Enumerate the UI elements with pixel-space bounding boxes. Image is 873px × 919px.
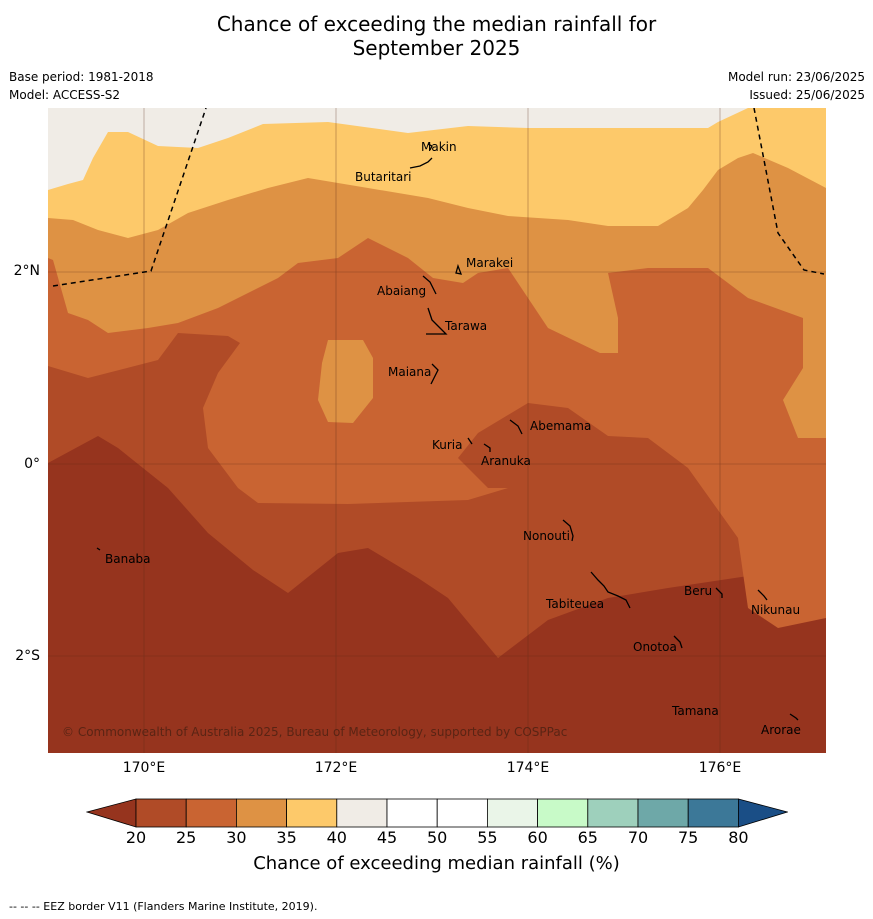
place-butaritari: Butaritari (355, 170, 412, 184)
colorbar-swatch (687, 798, 739, 828)
lon-label-170e: 170°E (122, 760, 166, 776)
rainfall-map: Makin Butaritari Marakei Abaiang Tarawa … (48, 108, 826, 753)
eez-footnote: -- -- -- EEZ border V11 (Flanders Marine… (9, 900, 318, 913)
colorbar-label: Chance of exceeding median rainfall (%) (253, 853, 620, 874)
place-nonouti: Nonouti (523, 529, 570, 543)
colorbar-swatch (386, 798, 438, 828)
base-period: Base period: 1981-2018 (9, 70, 154, 84)
colorbar-swatch (436, 798, 488, 828)
place-nikunau: Nikunau (751, 603, 800, 617)
place-makin: Makin (421, 140, 457, 154)
islands (96, 143, 799, 721)
place-marakei: Marakei (466, 256, 513, 270)
map-title: Chance of exceeding the median rainfall … (0, 12, 873, 60)
colorbar-tick-label: 20 (125, 828, 147, 847)
colorbar-swatch (637, 798, 689, 828)
title-line-2: September 2025 (352, 36, 521, 60)
eez-border (52, 108, 825, 287)
colorbar (86, 798, 788, 828)
band-40-45 (48, 108, 826, 238)
place-abemama: Abemama (530, 419, 591, 433)
place-kuria: Kuria (432, 438, 463, 452)
band-45-50 (48, 108, 748, 190)
model-name: Model: ACCESS-S2 (9, 88, 121, 102)
model-run: Model run: 23/06/2025 (727, 70, 865, 84)
colorbar-tick-label: 60 (527, 828, 548, 847)
lat-label-2s: 2°S (15, 648, 40, 664)
colorbar-arrow-high (738, 798, 788, 828)
colorbar-tick-label: 30 (226, 828, 247, 847)
colorbar-tick-label: 80 (728, 828, 749, 847)
title-line-1: Chance of exceeding the median rainfall … (216, 12, 657, 36)
colorbar-swatch (135, 798, 187, 828)
lat-label-0: 0° (24, 456, 40, 472)
lon-label-172e: 172°E (314, 760, 358, 776)
place-tamana: Tamana (671, 704, 719, 718)
colorbar-swatch (537, 798, 589, 828)
colorbar-tick-label: 65 (577, 828, 598, 847)
colorbar-swatch (235, 798, 287, 828)
copyright-notice: © Commonwealth of Australia 2025, Bureau… (62, 725, 567, 739)
colorbar-tick-label: 40 (326, 828, 347, 847)
graticule (48, 108, 826, 753)
colorbar-swatch (336, 798, 388, 828)
place-aranuka: Aranuka (481, 454, 531, 468)
place-maiana: Maiana (388, 365, 431, 379)
lat-label-2n: 2°N (13, 263, 40, 279)
place-arorae: Arorae (761, 723, 801, 737)
colorbar-tick-label: 75 (678, 828, 699, 847)
colorbar-tick-label: 45 (376, 828, 398, 847)
place-banaba: Banaba (105, 552, 151, 566)
place-abaiang: Abaiang (377, 284, 426, 298)
band-35-40-blob (318, 340, 373, 423)
place-tabiteuea: Tabiteuea (545, 597, 604, 611)
colorbar-swatch (486, 798, 538, 828)
colorbar-tick-label: 55 (477, 828, 498, 847)
place-onotoa: Onotoa (633, 640, 677, 654)
colorbar-swatch (185, 798, 237, 828)
colorbar-tick-label: 70 (627, 828, 649, 847)
colorbar-tick-label: 35 (276, 828, 297, 847)
lon-label-174e: 174°E (506, 760, 550, 776)
colorbar-tick-label: 25 (176, 828, 197, 847)
colorbar-tick-label: 50 (427, 828, 448, 847)
colorbar-arrow-low (86, 798, 137, 828)
colorbar-swatch (286, 798, 338, 828)
lon-label-176e: 176°E (698, 760, 742, 776)
issued-date: Issued: 25/06/2025 (749, 88, 865, 102)
meta-left: Base period: 1981-2018 Model: ACCESS-S2 (9, 68, 154, 104)
colorbar-swatch (587, 798, 639, 828)
meta-right: Model run: 23/06/2025 Issued: 25/06/2025 (728, 68, 865, 104)
place-beru: Beru (684, 584, 712, 598)
place-tarawa: Tarawa (444, 319, 487, 333)
